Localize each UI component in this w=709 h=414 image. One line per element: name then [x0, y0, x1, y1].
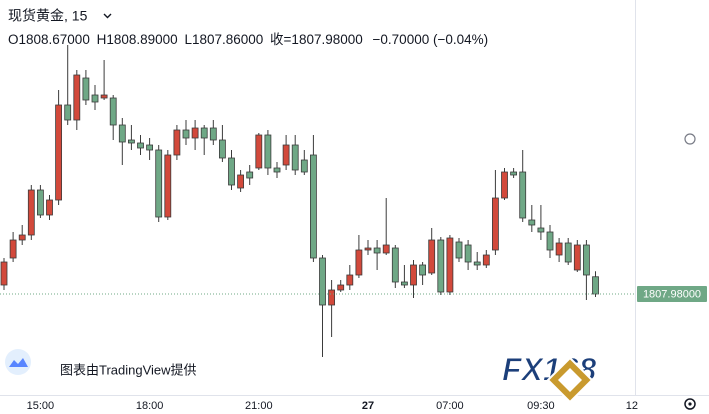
x-tick-label: 15:00 — [27, 400, 55, 412]
candle-body — [82, 77, 90, 101]
attribution: 图表由TradingView提供 — [60, 362, 197, 377]
candle-body — [55, 104, 63, 201]
candle-body — [364, 247, 372, 251]
gear-hub — [688, 402, 692, 406]
x-tick-label: 12 — [626, 400, 638, 412]
candle-body — [137, 142, 144, 149]
candle-body — [419, 264, 427, 276]
current-price-box — [637, 286, 707, 302]
logo-circle — [5, 349, 31, 375]
candle-body — [209, 127, 217, 141]
side-icon[interactable] — [684, 133, 696, 145]
plot-area — [0, 45, 635, 357]
candle-body — [91, 94, 99, 103]
candle-body — [446, 237, 454, 293]
candle-body — [455, 241, 463, 259]
legend-change: −0.70000 (−0.04%) — [373, 32, 489, 47]
settings-icon[interactable] — [684, 398, 696, 410]
candle-body — [9, 239, 17, 259]
candle-body — [373, 247, 381, 254]
candle-body — [592, 276, 599, 295]
candle-body — [46, 199, 53, 216]
candle-body — [310, 154, 317, 259]
candle-body — [146, 144, 154, 151]
candle-body — [573, 244, 581, 271]
candle-body — [473, 261, 481, 266]
candle-body — [382, 244, 390, 254]
interval-chevron[interactable] — [103, 13, 112, 19]
legend-high: H1808.89000 — [97, 32, 178, 47]
candle-body — [155, 149, 163, 218]
tradingview-logo[interactable] — [5, 349, 31, 375]
candle-body — [501, 171, 508, 199]
legend-open: O1808.67000 — [8, 32, 90, 47]
candle-body — [319, 257, 326, 306]
candle-body — [219, 139, 226, 159]
candle-body — [437, 239, 445, 293]
x-tick-label: 21:00 — [245, 400, 273, 412]
candle-body — [18, 234, 26, 241]
candle-body — [337, 284, 345, 291]
candle-body — [355, 249, 363, 276]
candle-body — [0, 261, 8, 286]
candle-body — [492, 197, 499, 251]
candle-body — [255, 134, 263, 169]
fx168-logo: FX168 — [502, 351, 597, 404]
candle-body — [173, 129, 181, 156]
candle-body — [246, 171, 254, 179]
candle-body — [100, 94, 108, 99]
candle-body — [510, 171, 518, 176]
candle-body — [37, 189, 44, 216]
current-price-label: 1807.98000 — [643, 288, 701, 300]
candle-body — [410, 264, 417, 286]
candle-body — [191, 127, 199, 139]
candle-body — [401, 281, 408, 286]
candle-body — [328, 289, 336, 306]
candle-body — [118, 124, 126, 143]
candle-body — [27, 189, 35, 236]
candle-body — [464, 244, 472, 263]
candle-body — [64, 104, 72, 121]
candle-body — [273, 167, 281, 173]
candle-body — [228, 157, 235, 186]
legend-line: O1808.67000 H1808.89000 L1807.86000 收=18… — [8, 32, 488, 47]
candle-body — [109, 97, 117, 126]
candle-body — [564, 242, 572, 263]
logo-diamond-inner — [558, 368, 582, 392]
candle-body — [583, 244, 590, 276]
candle-body — [200, 127, 208, 139]
legend-low: L1807.86000 — [184, 32, 263, 47]
legend-close: 收=1807.98000 — [270, 32, 363, 47]
candle-body — [237, 174, 245, 189]
candle-body — [537, 227, 545, 233]
x-tick-label: 18:00 — [136, 400, 164, 412]
candle-body — [282, 144, 290, 166]
candle-body — [555, 242, 563, 256]
x-tick-label: 07:00 — [436, 400, 464, 412]
candle-body — [264, 134, 272, 169]
gear-ring — [684, 398, 696, 410]
chart-title: 现货黄金, 15 — [8, 8, 88, 24]
candle-body — [519, 171, 527, 219]
candle-body — [346, 274, 354, 286]
candle-body — [128, 139, 135, 144]
candle-body — [300, 159, 308, 173]
candle-body — [73, 74, 81, 121]
candle-body — [428, 239, 436, 274]
candle-body — [528, 219, 536, 226]
candle-body — [164, 154, 172, 218]
candle-body — [546, 231, 554, 251]
candle-body — [291, 144, 299, 171]
candle-body — [391, 247, 399, 283]
x-tick-label: 09:30 — [527, 400, 555, 412]
x-tick-label: 27 — [362, 400, 374, 412]
candle-body — [182, 129, 190, 139]
candle-body — [482, 254, 490, 266]
logo-wave — [9, 358, 28, 367]
